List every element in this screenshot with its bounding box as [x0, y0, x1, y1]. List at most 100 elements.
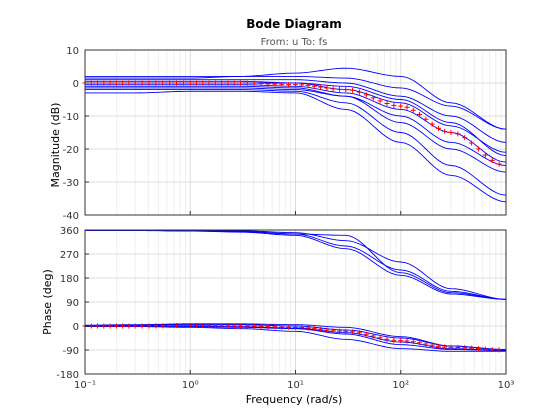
phase-marker-point: [462, 345, 468, 351]
chart-subtitle: From: u To: fs: [261, 37, 328, 48]
phase-marker-point: [455, 344, 461, 350]
phase-marker-point: [448, 344, 454, 350]
phase-xtick-label: 10³: [498, 380, 515, 391]
magnitude-marker-point: [160, 80, 166, 86]
grid-layer: [85, 50, 506, 374]
magnitude-marker-point: [363, 92, 369, 98]
phase-marker-point: [153, 323, 159, 329]
phase-marker-point: [265, 324, 271, 330]
magnitude-marker-point: [377, 98, 383, 104]
magnitude-marker-point: [167, 80, 173, 86]
magnitude-marker-point: [101, 80, 107, 86]
phase-marker-point: [391, 337, 397, 343]
phase-marker-point: [160, 323, 166, 329]
magnitude-marker-point: [272, 81, 278, 87]
phase-marker-point: [194, 322, 200, 328]
marker-layer: [82, 80, 502, 353]
magnitude-marker-point: [225, 80, 231, 86]
magnitude-marker-point: [417, 111, 423, 117]
phase-marker-point: [370, 333, 376, 339]
phase-marker-point: [363, 331, 369, 337]
phase-marker-point: [429, 342, 435, 348]
magnitude-marker-point: [219, 80, 225, 86]
magnitude-marker-point: [305, 82, 311, 88]
phase-xtick-label: 10⁰: [182, 380, 199, 391]
frequency-xlabel: Frequency (rad/s): [246, 393, 343, 406]
magnitude-marker-point: [258, 81, 264, 87]
phase-ytick-label: 360: [60, 226, 79, 237]
phase-marker-point: [244, 323, 250, 329]
phase-ytick-label: 90: [66, 298, 79, 309]
phase-marker-point: [475, 346, 481, 352]
phase-series-line-6: [84, 323, 507, 351]
phase-marker-point: [311, 326, 317, 332]
phase-marker-point: [305, 325, 311, 331]
magnitude-marker-point: [173, 80, 179, 86]
magnitude-marker-point: [244, 80, 250, 86]
phase-ytick-label: -180: [56, 370, 79, 381]
magnitude-marker-point: [330, 86, 336, 92]
phase-marker-point: [180, 322, 186, 328]
phase-xtick-label: 10⁻¹: [74, 380, 96, 391]
magnitude-series-line-6: [85, 89, 507, 196]
magnitude-marker-point: [469, 140, 475, 146]
phase-marker-point: [398, 338, 404, 344]
magnitude-ytick-label: 0: [73, 79, 79, 90]
phase-marker-point: [417, 340, 423, 346]
magnitude-series-line-0: [85, 75, 507, 130]
phase-ytick-label: -90: [63, 346, 79, 357]
chart-title: Bode Diagram: [246, 17, 342, 31]
magnitude-series-line-7: [85, 90, 507, 203]
phase-marker-point: [343, 328, 349, 334]
magnitude-marker-point: [482, 152, 488, 158]
magnitude-marker-point: [496, 161, 502, 167]
phase-marker-point: [167, 323, 173, 329]
magnitude-marker-point: [429, 121, 435, 127]
magnitude-marker-point: [95, 80, 101, 86]
magnitude-marker-point: [180, 80, 186, 86]
phase-marker-point: [132, 323, 138, 329]
magnitude-ytick-label: -30: [63, 178, 79, 189]
magnitude-marker-point: [336, 86, 342, 92]
phase-marker-point: [336, 328, 342, 334]
magnitude-ytick-label: 10: [66, 46, 79, 57]
magnitude-marker-point: [194, 80, 200, 86]
phase-marker-point: [279, 324, 285, 330]
magnitude-marker-point: [265, 81, 271, 87]
phase-marker-point: [107, 323, 113, 329]
magnitude-marker-point: [299, 82, 305, 88]
magnitude-ytick-label: -40: [63, 211, 79, 222]
phase-marker-point: [88, 323, 94, 329]
magnitude-marker-point: [153, 80, 159, 86]
phase-marker-point: [146, 323, 152, 329]
magnitude-marker-point: [489, 157, 495, 163]
magnitude-marker-point: [286, 82, 292, 88]
phase-marker-point: [173, 323, 179, 329]
magnitude-marker-point: [120, 80, 126, 86]
magnitude-marker-point: [231, 80, 237, 86]
magnitude-series-line-2: [85, 79, 507, 143]
phase-ytick-label: 180: [60, 274, 79, 285]
magnitude-marker-point: [146, 80, 152, 86]
phase-marker-point: [212, 323, 218, 329]
phase-marker-point: [200, 323, 206, 329]
magnitude-marker-point: [455, 131, 461, 137]
phase-marker-point: [187, 322, 193, 328]
phase-marker-point: [404, 338, 410, 344]
magnitude-marker-point: [442, 128, 448, 134]
magnitude-marker-point: [200, 80, 206, 86]
phase-marker-point: [231, 323, 237, 329]
phase-marker-point: [442, 344, 448, 350]
magnitude-marker-point: [410, 107, 416, 113]
magnitude-marker-point: [206, 80, 212, 86]
magnitude-marker-point: [139, 80, 145, 86]
phase-ytick-label: 0: [73, 322, 79, 333]
magnitude-ylabel: Magnitude (dB): [49, 103, 62, 188]
magnitude-marker-point: [384, 101, 390, 107]
magnitude-marker-point: [423, 116, 429, 122]
phase-marker-point: [293, 324, 298, 330]
phase-marker-point: [237, 323, 243, 329]
phase-marker-point: [286, 324, 292, 330]
magnitude-marker-point: [293, 82, 298, 88]
